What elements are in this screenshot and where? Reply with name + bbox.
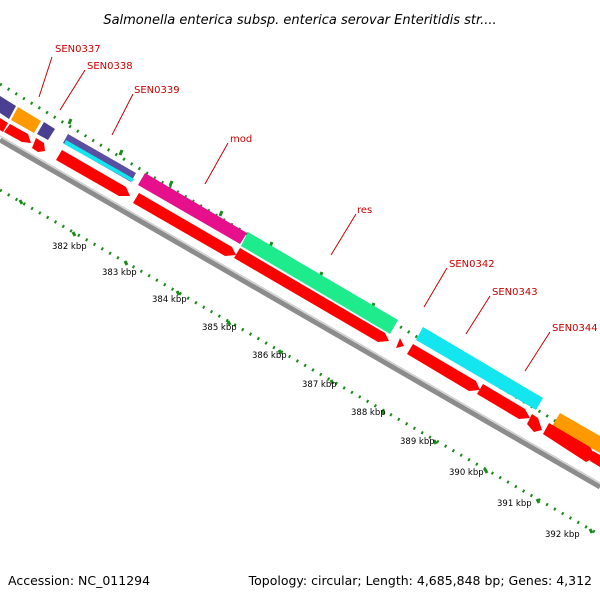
kbp-label: 392 kbp [545, 530, 580, 540]
gene-arrows [0, 118, 600, 467]
gene-label-sen0338[interactable]: SEN0338 [87, 61, 133, 72]
kbp-label: 384 kbp [152, 295, 187, 305]
gene-arrow-4 [56, 150, 130, 196]
gene-arrow-2 [4, 124, 31, 143]
gene-arrow-9 [477, 384, 530, 419]
gene-arrow-11 [543, 423, 596, 462]
block-sen0344 [552, 413, 600, 453]
topology-text: Topology: circular; Length: 4,685,848 bp… [248, 573, 592, 588]
kbp-label: 389 kbp [400, 437, 435, 447]
block-res [241, 232, 398, 334]
genome-backbone [0, 135, 600, 490]
kbp-label: 385 kbp [202, 323, 237, 333]
gene-arrow-3 [32, 138, 45, 152]
kbp-label: 387 kbp [302, 380, 337, 390]
gene-arrow-12 [590, 451, 600, 467]
gene-arrow-1 [0, 118, 8, 132]
gene-labels: SEN0337 SEN0338 SEN0339 mod res SEN0342 … [55, 44, 598, 334]
accession-text: Accession: NC_011294 [8, 573, 150, 588]
gene-label-sen0344[interactable]: SEN0344 [552, 323, 598, 334]
gene-arrow-10 [527, 414, 542, 432]
block-mod [138, 173, 247, 244]
gene-label-res[interactable]: res [357, 205, 372, 216]
kbp-label: 391 kbp [497, 499, 532, 509]
inner-scale-ring [0, 188, 600, 537]
gene-label-sen0339[interactable]: SEN0339 [134, 85, 180, 96]
feature-blocks [0, 96, 600, 453]
block-sen0339-stripe-cyan [64, 140, 134, 182]
kbp-label: 382 kbp [52, 242, 87, 252]
gene-arrow-8 [407, 344, 480, 391]
kbp-scale-labels: 382 kbp 383 kbp 384 kbp 385 kbp 386 kbp … [52, 242, 580, 540]
gene-label-sen0337[interactable]: SEN0337 [55, 44, 101, 55]
gene-arrow-5 [133, 193, 236, 256]
gene-arrow-6 [234, 248, 389, 342]
gene-label-sen0342[interactable]: SEN0342 [449, 259, 495, 270]
gene-arrow-7 [396, 338, 404, 348]
block-purple-small [37, 122, 55, 140]
gene-label-mod[interactable]: mod [230, 134, 252, 145]
block-purple-left [0, 96, 16, 119]
kbp-label: 386 kbp [252, 351, 287, 361]
kbp-label: 383 kbp [102, 268, 137, 278]
map-title: Salmonella enterica subsp. enterica sero… [103, 13, 496, 28]
kbp-label: 390 kbp [449, 468, 484, 478]
label-leaders [38, 56, 551, 372]
kbp-label: 388 kbp [351, 408, 386, 418]
gene-label-sen0343[interactable]: SEN0343 [492, 287, 538, 298]
block-sen0342 [416, 327, 543, 410]
block-orange-left [11, 107, 41, 133]
inner-major-ticks [18, 199, 594, 534]
